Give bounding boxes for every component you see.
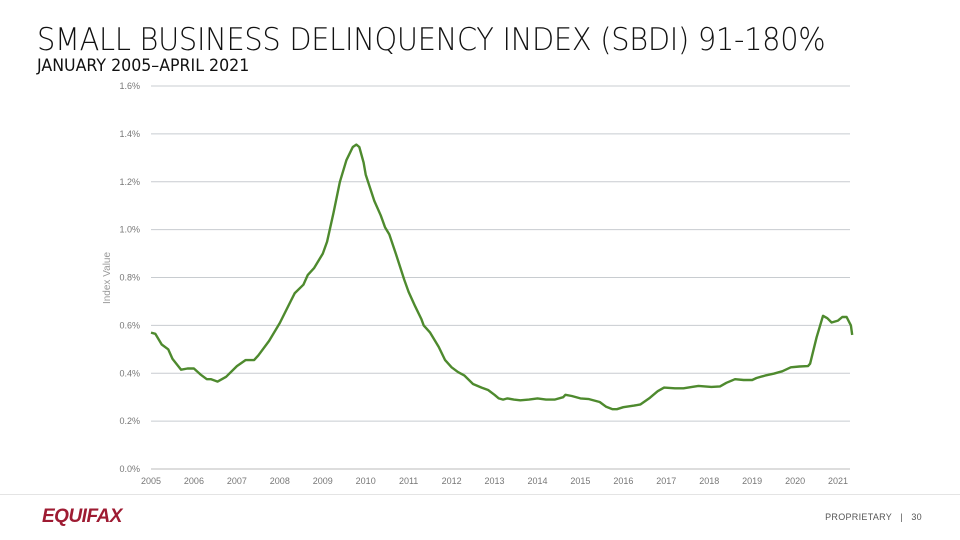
y-tick-label: 1.2% — [119, 177, 140, 187]
page-number: 30 — [911, 512, 922, 522]
x-tick-label: 2011 — [399, 476, 418, 486]
x-tick-label: 2007 — [227, 476, 247, 486]
footer-text: PROPRIETARY | 30 — [825, 512, 922, 522]
x-tick-label: 2015 — [570, 476, 590, 486]
x-tick-label: 2021 — [828, 476, 848, 486]
page-subtitle: JANUARY 2005–APRIL 2021 — [37, 56, 250, 76]
y-tick-label: 0.0% — [119, 464, 140, 474]
page-title: SMALL BUSINESS DELINQUENCY INDEX (SBDI) … — [37, 22, 826, 58]
equifax-logo: EQUIFAX — [42, 506, 122, 527]
x-tick-label: 2013 — [485, 476, 505, 486]
y-tick-label: 1.6% — [119, 81, 140, 91]
y-axis-label: Index Value — [102, 252, 113, 305]
y-tick-label: 0.8% — [119, 273, 140, 283]
series-line — [150, 143, 854, 411]
x-tick-label: 2018 — [699, 476, 719, 486]
x-tick-label: 2009 — [313, 476, 333, 486]
x-tick-label: 2012 — [442, 476, 462, 486]
footer-divider — [0, 494, 960, 495]
proprietary-label: PROPRIETARY — [825, 512, 892, 522]
x-tick-label: 2010 — [356, 476, 376, 486]
footer-separator: | — [900, 512, 903, 522]
y-tick-label: 1.0% — [119, 225, 140, 235]
y-tick-label: 0.4% — [119, 368, 140, 378]
x-tick-label: 2006 — [184, 476, 204, 486]
y-tick-label: 1.4% — [119, 129, 140, 139]
x-tick-label: 2019 — [742, 476, 762, 486]
x-tick-label: 2020 — [785, 476, 805, 486]
x-tick-label: 2017 — [656, 476, 676, 486]
y-tick-label: 0.6% — [119, 320, 140, 330]
line-chart: 0.0% 0.2% 0.4% 0.6% 0.8% 1.0% 1.2% 1.4% 1.6% 200… — [102, 81, 854, 486]
x-tick-label: 2008 — [270, 476, 290, 486]
x-tick-label: 2005 — [141, 476, 161, 486]
x-tick-label: 2016 — [613, 476, 633, 486]
y-tick-label: 0.2% — [119, 416, 140, 426]
x-tick-label: 2014 — [527, 476, 547, 486]
